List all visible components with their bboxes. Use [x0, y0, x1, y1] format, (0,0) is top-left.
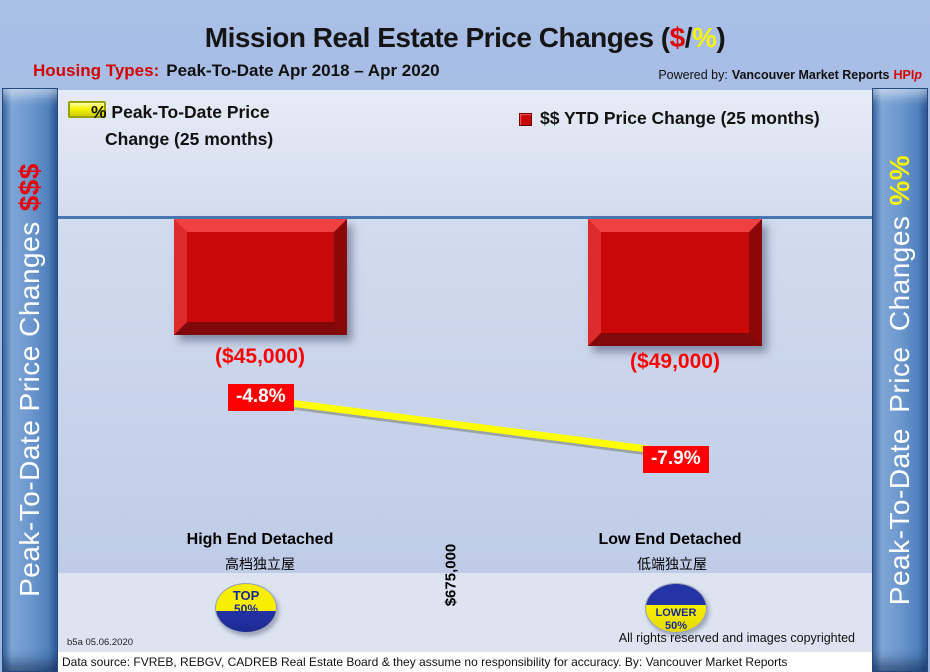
percent-signs: %% — [884, 154, 915, 206]
category-band — [58, 573, 872, 652]
hpi-logo: HPIp — [893, 68, 922, 82]
bar-high-end-detached — [174, 219, 347, 335]
data-source-notice: Data source: FVREB, REBGV, CADREB Real E… — [62, 655, 788, 669]
dollar-signs: $$$ — [14, 163, 45, 212]
page-title: Mission Real Estate Price Changes ($/%) — [0, 22, 930, 54]
legend-swatch-dollar-icon — [519, 113, 532, 126]
date-range-label: Peak-To-Date Apr 2018 – Apr 2020 — [166, 61, 440, 80]
top-50-badge: TOP 50% — [215, 583, 277, 633]
lower-50-badge: LOWER 50% — [645, 583, 707, 633]
powered-by: Powered by: Vancouver Market Reports HPIp — [658, 68, 922, 82]
brand-name: Vancouver Market Reports — [731, 68, 890, 82]
legend-percent-label: % Peak-To-Date Price Change (25 months) — [91, 102, 274, 150]
title-text: Mission Real Estate Price Changes ( — [204, 22, 670, 53]
left-axis-title: Peak-To-Date Price Changes$$$ — [14, 163, 45, 597]
legend-dollar-label: $$ YTD Price Change (25 months) — [540, 108, 820, 128]
price-divider-label: $675,000 — [442, 543, 460, 607]
copyright-notice: All rights reserved and images copyright… — [618, 631, 855, 645]
subtitle: Housing Types: Peak-To-Date Apr 2018 – Ap… — [33, 61, 440, 81]
title-dollar-symbol: $ — [669, 22, 686, 53]
version-stamp: b5a 05.06.2020 — [67, 637, 134, 648]
legend-band — [58, 90, 872, 216]
category-label-high-end: High End Detached — [186, 531, 334, 548]
right-axis-bar: Peak-To-Date Price Changes%% — [872, 88, 928, 672]
category-label-high-end-chinese: 高档独立屋 — [225, 556, 295, 572]
bar-value-label-low-end: ($49,000) — [630, 350, 720, 373]
percent-label-high-end: -4.8% — [228, 384, 294, 411]
bar-low-end-detached — [588, 219, 762, 346]
title-close-paren: ) — [716, 22, 726, 53]
left-axis-bar: Peak-To-Date Price Changes$$$ — [2, 88, 58, 672]
category-label-low-end-chinese: 低端独立屋 — [637, 556, 707, 572]
footer-strip — [58, 652, 872, 672]
zero-axis-line — [58, 216, 872, 219]
title-slash: / — [684, 22, 693, 53]
powered-by-label: Powered by: — [658, 68, 728, 82]
percent-label-low-end: -7.9% — [643, 446, 709, 473]
category-label-low-end: Low End Detached — [598, 531, 742, 548]
legend-swatch-percent-icon — [68, 101, 106, 118]
right-axis-title: Peak-To-Date Price Changes%% — [884, 154, 915, 606]
housing-types-label: Housing Types: — [33, 61, 160, 80]
title-percent-symbol: % — [692, 22, 717, 53]
bar-value-label-high-end: ($45,000) — [215, 345, 305, 368]
